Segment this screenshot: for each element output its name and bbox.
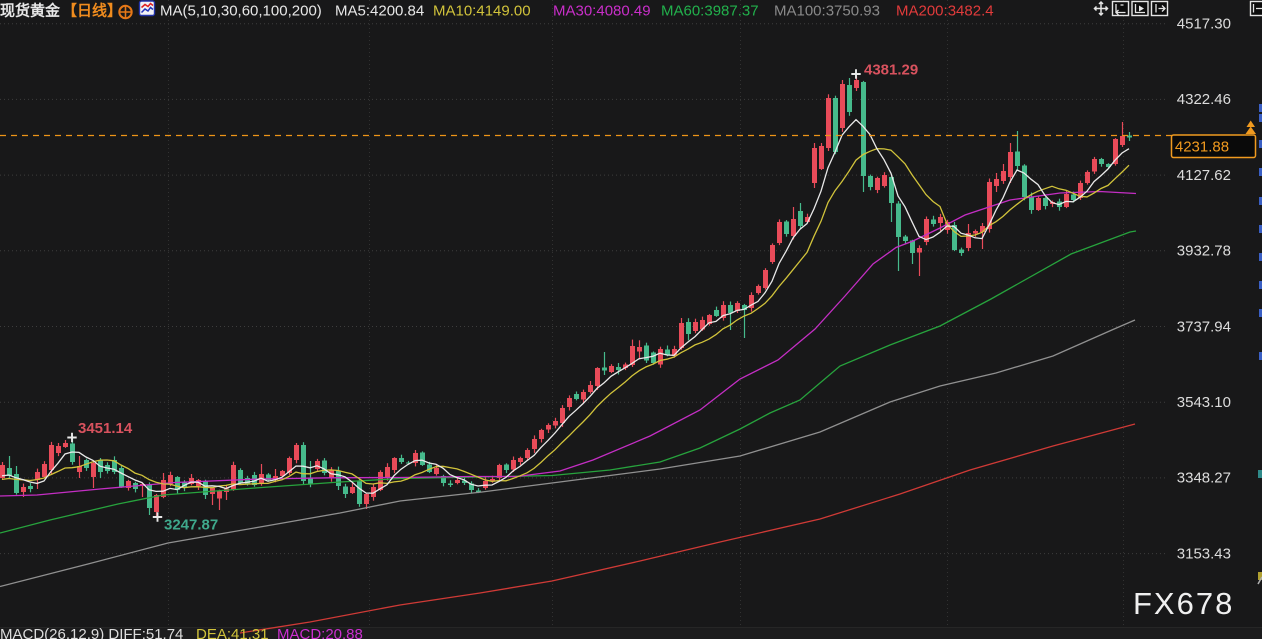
svg-text:MA200:3482.4: MA200:3482.4 <box>896 3 994 20</box>
svg-text:3932.78: 3932.78 <box>1177 243 1231 260</box>
svg-text:4517.30: 4517.30 <box>1177 16 1231 33</box>
svg-text:3451.14: 3451.14 <box>78 420 133 437</box>
svg-text:MA10:4149.00: MA10:4149.00 <box>433 3 531 20</box>
svg-text:MACD(26,12,9) DIFF:51.74: MACD(26,12,9) DIFF:51.74 <box>0 626 183 639</box>
svg-text:4322.46: 4322.46 <box>1177 91 1231 108</box>
svg-text:4231.88: 4231.88 <box>1175 139 1229 156</box>
svg-text:3247.87: 3247.87 <box>164 517 218 534</box>
svg-text:4127.62: 4127.62 <box>1177 167 1231 184</box>
svg-text:3543.10: 3543.10 <box>1177 394 1231 411</box>
svg-text:3348.27: 3348.27 <box>1177 470 1231 487</box>
svg-text:MA5:4200.84: MA5:4200.84 <box>335 3 424 20</box>
svg-text:MA(5,10,30,60,100,200): MA(5,10,30,60,100,200) <box>160 3 322 20</box>
svg-text:【日线】: 【日线】 <box>62 2 122 20</box>
svg-text:MA100:3750.93: MA100:3750.93 <box>774 3 880 20</box>
svg-text:MA30:4080.49: MA30:4080.49 <box>553 3 651 20</box>
svg-text:FX678: FX678 <box>1133 586 1234 621</box>
svg-text:4381.29: 4381.29 <box>864 62 918 79</box>
svg-text:MA60:3987.37: MA60:3987.37 <box>661 3 759 20</box>
svg-text:MACD:20.88: MACD:20.88 <box>277 626 363 639</box>
svg-text:现货黄金: 现货黄金 <box>0 2 61 20</box>
svg-text:3153.43: 3153.43 <box>1177 545 1231 562</box>
svg-text:DEA:41.31: DEA:41.31 <box>196 626 269 639</box>
svg-text:3737.94: 3737.94 <box>1177 318 1231 335</box>
